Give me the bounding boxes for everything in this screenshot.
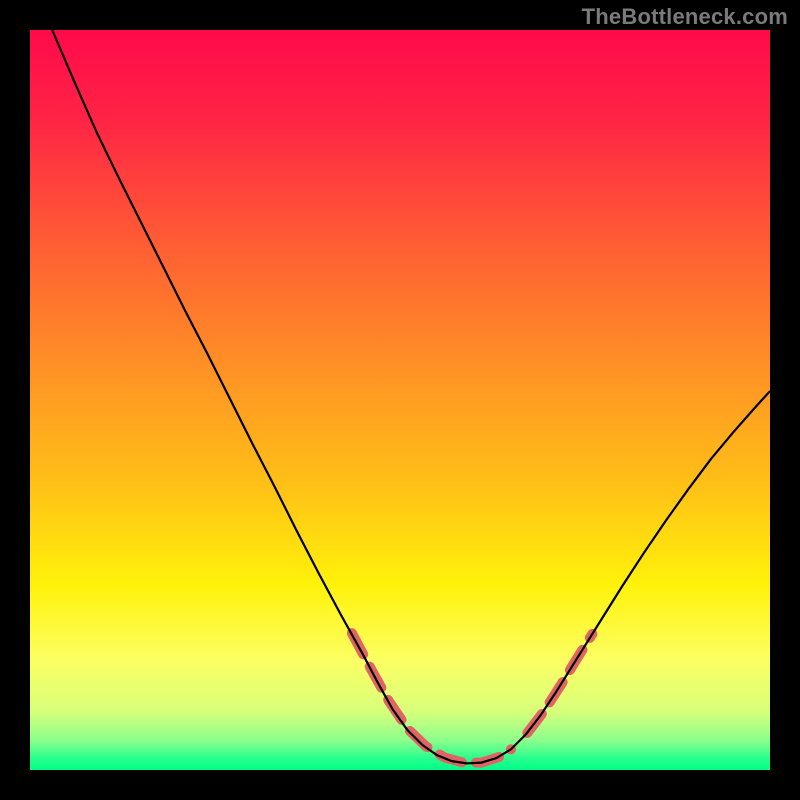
plot-background <box>30 30 770 770</box>
chart-container: TheBottleneck.com <box>0 0 800 800</box>
watermark-text: TheBottleneck.com <box>582 4 788 30</box>
bottleneck-chart <box>0 0 800 800</box>
